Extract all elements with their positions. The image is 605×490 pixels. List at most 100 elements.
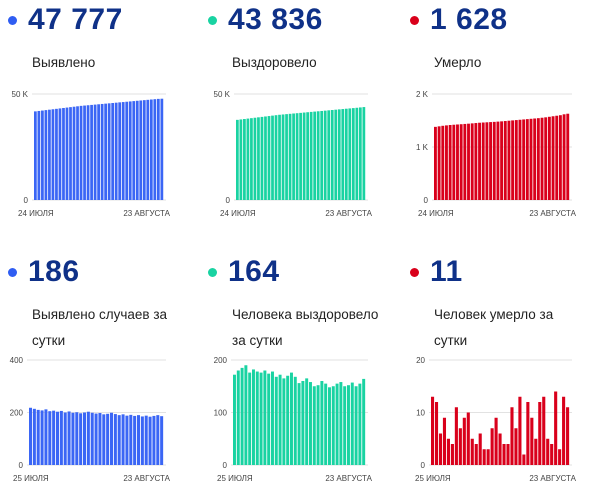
bar (59, 410, 63, 465)
bar (297, 383, 301, 465)
bar (301, 381, 305, 465)
bar (32, 408, 36, 465)
bar (305, 378, 309, 466)
bar (462, 417, 466, 465)
bar (522, 119, 526, 200)
bar (350, 382, 354, 465)
bar (339, 382, 343, 465)
stat-value: 186 (28, 255, 80, 288)
stat-header: 1 628 (410, 2, 508, 38)
bar (502, 444, 506, 465)
bar (546, 438, 550, 465)
bar (459, 124, 463, 200)
bar (316, 111, 320, 200)
bar (36, 409, 40, 466)
bar (354, 386, 358, 465)
bar (470, 438, 474, 465)
bar (160, 98, 164, 200)
stat-value: 164 (228, 255, 280, 288)
bar (566, 113, 570, 200)
bar (518, 396, 522, 465)
bar (72, 106, 76, 200)
bar (514, 120, 518, 200)
bar (267, 373, 271, 465)
bar (146, 99, 150, 200)
stat-value: 43 836 (228, 3, 323, 36)
stat-label: Умерло (434, 55, 482, 70)
bar (529, 118, 533, 200)
x-tick-label-end: 23 АВГУСТА (123, 209, 170, 218)
bar (67, 411, 71, 465)
bar (511, 120, 515, 200)
bar (562, 114, 566, 200)
bar (463, 123, 467, 200)
bar (160, 416, 164, 465)
bar (128, 101, 132, 200)
bar (358, 383, 362, 466)
stat-value: 47 777 (28, 3, 123, 36)
bar (44, 110, 48, 200)
bar (341, 109, 345, 200)
x-tick-label-start: 25 ИЮЛЯ (217, 474, 253, 483)
bar (478, 122, 481, 200)
bar (337, 109, 341, 200)
bar (525, 119, 529, 200)
x-tick-label-start: 25 ИЮЛЯ (13, 474, 49, 483)
panel-detected-total: 47 777 Выявлено (0, 0, 195, 238)
y-tick-label: 200 (214, 356, 228, 365)
green-dot-icon (208, 267, 217, 277)
bar (293, 376, 297, 465)
bar (498, 433, 502, 465)
bar (69, 107, 72, 200)
bar (334, 109, 338, 200)
bar (34, 111, 37, 200)
bar (302, 112, 306, 200)
bar (454, 407, 458, 465)
bar (86, 105, 90, 200)
bar (506, 444, 510, 465)
bar (554, 391, 558, 465)
bar (551, 116, 555, 200)
bar (278, 374, 282, 465)
bar (542, 396, 546, 465)
stat-label: Выявлено случаев за сутки (32, 307, 168, 348)
bar (264, 116, 267, 200)
bar (156, 98, 160, 200)
bar (458, 428, 462, 465)
blue-dot-icon (8, 267, 17, 277)
stat-label: Человека выздоровело за сутки (232, 307, 379, 348)
bar (271, 115, 274, 200)
bar (320, 110, 324, 200)
y-tick-label: 10 (416, 409, 425, 418)
bar (274, 376, 278, 465)
bar (76, 106, 79, 200)
bar (343, 386, 347, 465)
bar (110, 412, 114, 465)
bar (239, 119, 243, 200)
stat-header: 11 (410, 254, 463, 290)
bar (327, 110, 331, 200)
stat-label: Человек умерло за сутки (434, 307, 554, 348)
bar (132, 101, 136, 200)
bar (274, 115, 278, 200)
bar (530, 417, 534, 465)
y-tick-label: 0 (24, 196, 29, 205)
y-tick-label: 1 K (416, 143, 429, 152)
bar (244, 365, 248, 465)
stat-header: 164 (208, 254, 280, 290)
x-tick-label-start: 24 ИЮЛЯ (418, 209, 454, 218)
bar (75, 412, 79, 465)
bar (79, 413, 83, 465)
bar (503, 121, 507, 200)
bar (558, 115, 562, 200)
bar (102, 414, 106, 465)
bar (292, 113, 295, 200)
bar (526, 402, 530, 465)
bar (481, 122, 485, 200)
bar (362, 107, 366, 200)
bar (117, 415, 121, 466)
bar (320, 381, 324, 465)
bar (137, 415, 141, 466)
y-tick-label: 0 (421, 461, 426, 470)
bar (135, 100, 139, 200)
